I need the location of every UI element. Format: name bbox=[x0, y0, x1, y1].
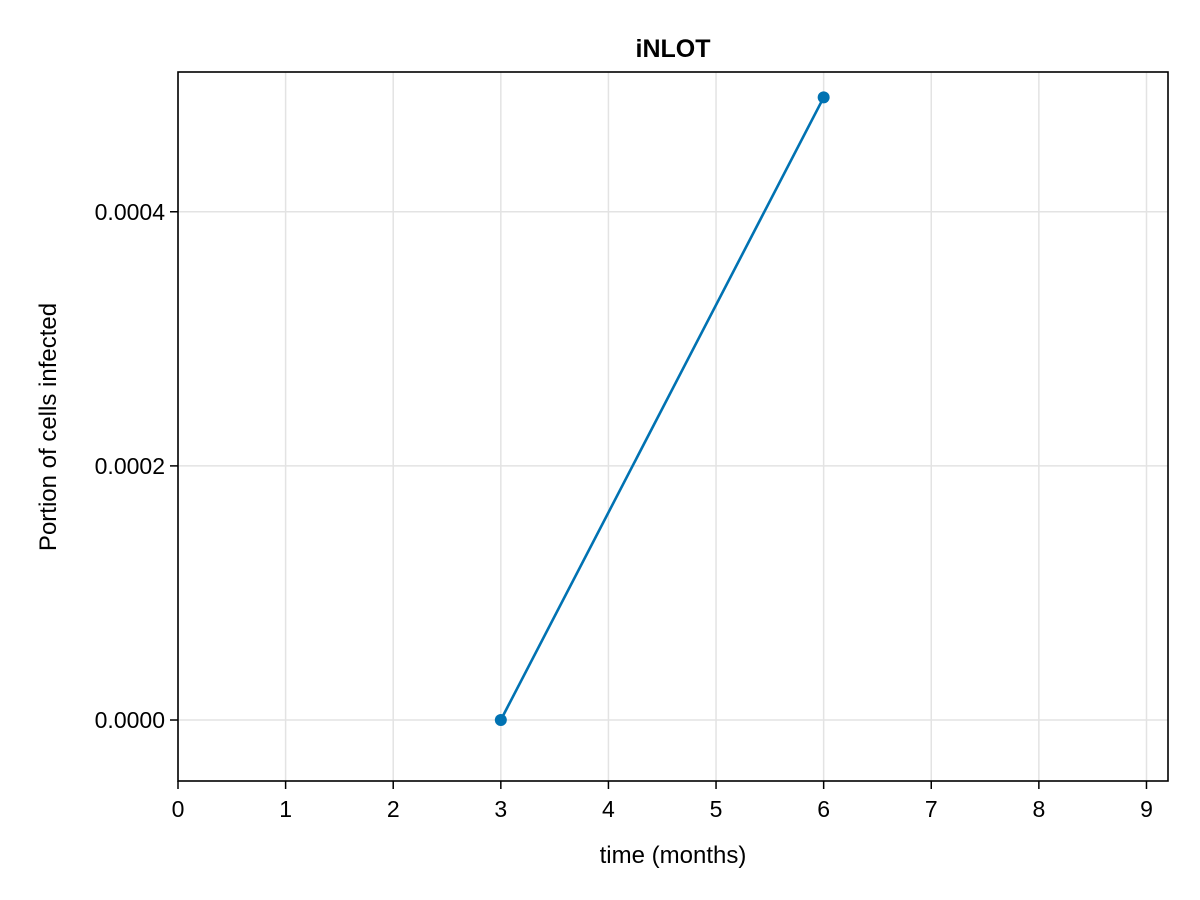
x-tick-label: 4 bbox=[602, 796, 615, 822]
x-tick-label: 3 bbox=[494, 796, 507, 822]
grid bbox=[177, 72, 1168, 781]
x-tick-label: 7 bbox=[925, 796, 938, 822]
y-tick-label: 0.0000 bbox=[95, 707, 165, 733]
x-tick-label: 8 bbox=[1032, 796, 1045, 822]
y-axis-label: Portion of cells infected bbox=[35, 303, 62, 551]
x-tick-label: 1 bbox=[279, 796, 292, 822]
x-axis-label: time (months) bbox=[600, 842, 747, 869]
y-tick-label: 0.0004 bbox=[95, 199, 166, 225]
x-tick-label: 0 bbox=[172, 796, 185, 822]
data-point bbox=[494, 714, 507, 727]
series-line bbox=[499, 96, 825, 721]
data-point bbox=[817, 91, 830, 104]
x-tick-label: 2 bbox=[387, 796, 400, 822]
x-tick-label: 6 bbox=[817, 796, 830, 822]
chart-title: iNLOT bbox=[636, 35, 711, 63]
y-tick-label: 0.0002 bbox=[95, 453, 165, 479]
series-layer bbox=[494, 91, 830, 727]
x-axis: 0 1 2 3 4 5 6 7 8 9 bbox=[172, 781, 1153, 822]
x-tick-label: 9 bbox=[1140, 796, 1153, 822]
x-tick-label: 5 bbox=[710, 796, 723, 822]
y-axis: 0.0000 0.0002 0.0004 bbox=[95, 199, 178, 733]
plot-frame bbox=[177, 71, 1169, 782]
